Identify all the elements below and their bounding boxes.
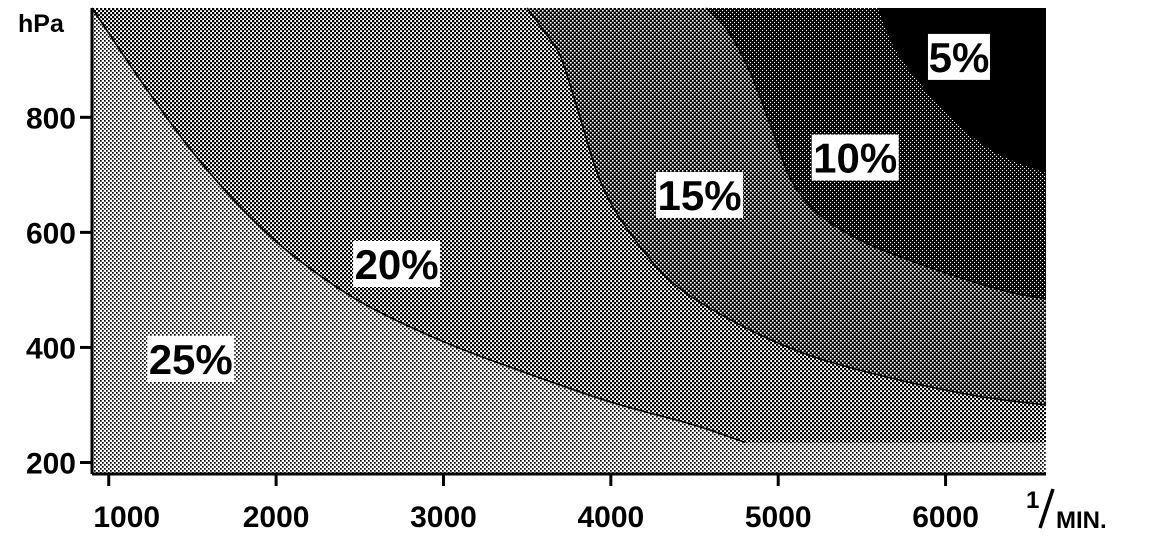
x-axis-label-slash: [1038, 488, 1055, 529]
x-tick-label: 2000: [243, 501, 310, 534]
region-label-background: [927, 33, 990, 80]
x-tick-label: 6000: [912, 501, 979, 534]
region-label-text: 5%: [929, 34, 990, 81]
x-tick-label: 4000: [577, 501, 644, 534]
region-label-text: 15%: [658, 172, 742, 219]
x-axis-label-denominator: MIN.: [1056, 507, 1107, 534]
region-label-background: [353, 241, 441, 288]
region-label-text: 10%: [813, 135, 897, 182]
region-label-background: [147, 335, 235, 382]
region-label-25-percent: 25%: [147, 335, 235, 383]
region-label-5-percent: 5%: [927, 33, 990, 81]
y-tick-label: 400: [26, 332, 76, 365]
region-label-background: [656, 171, 744, 218]
x-axis-ticks: 1000 2000 3000 4000 5000 6000: [93, 474, 979, 534]
x-tick-label: 5000: [745, 501, 812, 534]
y-tick-label: 600: [26, 217, 76, 250]
region-labels: 25% 20% 15% 10% 5%: [147, 33, 990, 383]
x-axis-label-numerator: 1: [1026, 487, 1039, 514]
y-axis-ticks: 200 400 600 800: [26, 102, 92, 480]
plot-regions: [92, 8, 1046, 474]
x-tick-label: 3000: [410, 501, 477, 534]
region-label-15-percent: 15%: [656, 171, 744, 219]
boundary-line-10-5: [877, 7, 1047, 173]
region-label-text: 20%: [355, 241, 439, 288]
region-label-10-percent: 10%: [811, 134, 899, 182]
x-axis-label: 1 MIN.: [1026, 487, 1107, 534]
boundary-line-15-10: [705, 7, 1047, 300]
boundary-line-25-20: [91, 7, 745, 444]
region-5-percent: [878, 8, 1046, 172]
x-tick-label: 1000: [93, 501, 160, 534]
region-label-background: [811, 134, 899, 181]
boundary-lines: [91, 7, 1047, 444]
y-tick-label: 200: [26, 447, 76, 480]
region-label-text: 25%: [149, 336, 233, 383]
region-label-20-percent: 20%: [353, 241, 441, 288]
y-axis-label: hPa: [18, 10, 65, 38]
y-tick-label: 800: [26, 102, 76, 135]
boundary-line-20-15: [526, 7, 1047, 406]
